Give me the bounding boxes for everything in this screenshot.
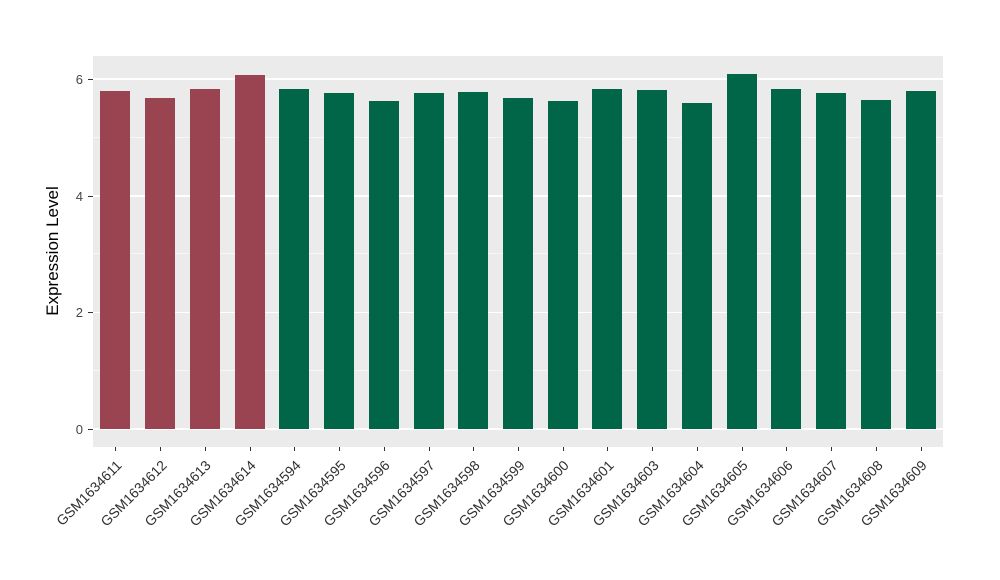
x-axis-labels: GSM1634611 GSM1634612 GSM1634613 GSM1634614… (53, 451, 943, 576)
x-axis-tick (249, 447, 251, 451)
gridline-major (93, 78, 943, 80)
x-axis-tick (607, 447, 609, 451)
x-axis-tick (473, 447, 475, 451)
x-axis-tick (562, 447, 564, 451)
bar-GSM1634614 (234, 75, 265, 429)
y-axis-tick (88, 429, 93, 430)
bar-GSM1634594 (279, 88, 310, 429)
y-axis-tick (88, 79, 93, 81)
bar-GSM1634613 (189, 88, 220, 429)
bar-GSM1634605 (726, 73, 757, 429)
bar-GSM1634607 (816, 93, 847, 429)
bar-GSM1634599 (503, 98, 533, 429)
bar-GSM1634598 (458, 92, 489, 429)
x-axis-tick (339, 447, 341, 451)
x-axis-tick (204, 447, 206, 451)
x-axis-tick (652, 447, 654, 451)
x-axis-tick (428, 447, 430, 451)
bar-GSM1634600 (547, 100, 578, 429)
x-axis-tick (294, 447, 296, 451)
bar-GSM1634608 (860, 100, 891, 429)
y-axis-tick (88, 312, 93, 314)
y-axis-title: Expression Level (43, 186, 62, 316)
x-axis-tick (383, 447, 385, 451)
bar-GSM1634609 (905, 90, 936, 429)
gridline-major (93, 428, 943, 430)
x-axis-tick (786, 447, 788, 451)
x-axis-tick (741, 447, 743, 451)
bar-GSM1634596 (368, 101, 399, 429)
x-axis-tick (831, 447, 833, 451)
plot-panel (93, 56, 943, 447)
bar-GSM1634601 (592, 89, 623, 429)
y-tick-label: 0 (75, 422, 83, 437)
bar-GSM1634595 (324, 92, 355, 429)
bar-GSM1634597 (413, 93, 444, 429)
x-axis-tick (160, 447, 162, 451)
bar-GSM1634603 (637, 90, 668, 429)
bar-GSM1634604 (681, 103, 712, 429)
y-tick-label: 6 (75, 72, 83, 88)
x-axis-tick (518, 447, 519, 451)
bar-GSM1634612 (145, 97, 176, 429)
x-axis-tick (696, 447, 698, 451)
x-axis-tick (875, 447, 877, 451)
y-tick-label: 2 (75, 305, 83, 321)
bar-GSM1634611 (100, 91, 131, 429)
y-tick-label: 4 (75, 188, 83, 204)
y-axis-tick (88, 195, 93, 197)
x-axis-tick (920, 447, 922, 451)
bar-GSM1634606 (771, 88, 802, 429)
x-axis-tick (115, 447, 117, 451)
